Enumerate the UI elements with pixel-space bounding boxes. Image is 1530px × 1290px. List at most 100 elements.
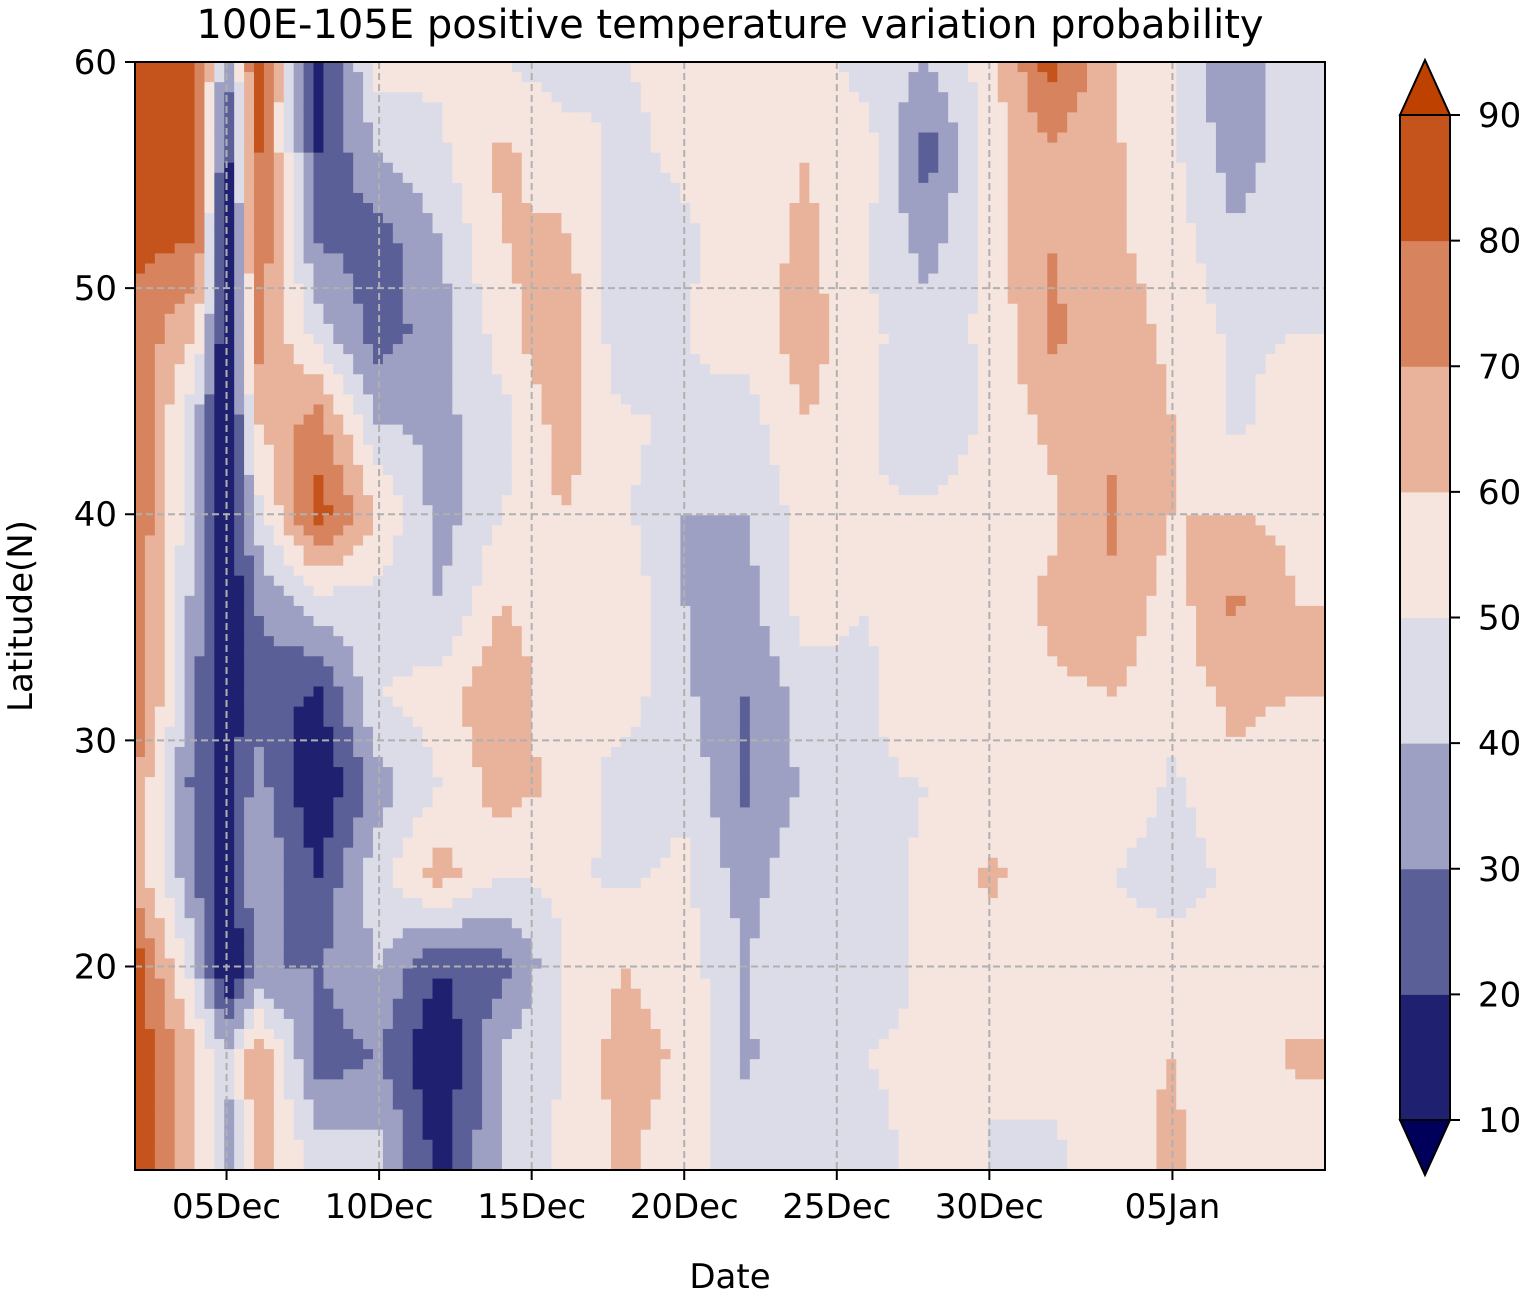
- contour-cell: [690, 192, 701, 204]
- contour-cell: [878, 293, 890, 305]
- contour-cell: [1096, 223, 1108, 234]
- contour-cell: [1225, 364, 1237, 375]
- contour-cell: [720, 283, 731, 295]
- contour-cell: [1007, 303, 1019, 315]
- contour-cell: [878, 92, 890, 103]
- contour-cell: [650, 162, 662, 174]
- contour-cell: [640, 182, 652, 194]
- contour-cell: [1255, 213, 1267, 224]
- contour-cell: [868, 162, 880, 174]
- contour-cell: [462, 92, 473, 103]
- contour-cell: [601, 142, 612, 154]
- contour-cell: [1315, 394, 1325, 406]
- contour-cell: [987, 374, 999, 385]
- contour-cell: [293, 72, 305, 83]
- contour-cell: [739, 434, 751, 446]
- contour-cell: [799, 152, 810, 164]
- contour-cell: [958, 122, 969, 134]
- contour-cell: [968, 374, 979, 385]
- contour-cell: [1156, 102, 1167, 113]
- contour-cell: [323, 243, 334, 254]
- contour-cell: [501, 142, 513, 154]
- contour-cell: [1275, 62, 1286, 73]
- contour-cell: [571, 62, 582, 73]
- contour-cell: [620, 213, 632, 224]
- contour-cell: [948, 182, 959, 194]
- contour-cell: [601, 112, 612, 124]
- contour-cell: [174, 474, 186, 486]
- contour-cell: [987, 404, 999, 416]
- contour-cell: [660, 213, 672, 224]
- contour-cell: [759, 384, 771, 395]
- contour-cell: [938, 444, 949, 456]
- contour-cell: [650, 464, 662, 476]
- contour-cell: [839, 344, 850, 355]
- contour-cell: [640, 313, 652, 325]
- contour-cell: [154, 253, 166, 265]
- contour-cell: [1146, 82, 1158, 93]
- contour-cell: [868, 404, 880, 416]
- contour-cell: [829, 182, 840, 194]
- contour-cell: [868, 112, 880, 124]
- contour-cell: [829, 112, 840, 124]
- contour-cell: [680, 323, 691, 335]
- contour-cell: [601, 474, 612, 486]
- contour-cell: [1196, 62, 1207, 73]
- contour-cell: [521, 233, 533, 244]
- contour-cell: [997, 102, 1009, 113]
- contour-cell: [1235, 122, 1247, 134]
- contour-cell: [283, 313, 295, 325]
- contour-cell: [263, 142, 275, 154]
- contour-cell: [1057, 192, 1068, 204]
- contour-cell: [1215, 323, 1227, 335]
- contour-cell: [561, 253, 572, 265]
- contour-cell: [234, 323, 245, 335]
- contour-cell: [174, 92, 186, 103]
- contour-cell: [402, 263, 414, 275]
- contour-cell: [581, 333, 592, 345]
- contour-cell: [343, 364, 354, 375]
- contour-cell: [1047, 333, 1058, 345]
- contour-cell: [144, 243, 156, 254]
- contour-cell: [244, 303, 255, 315]
- contour-cell: [144, 213, 156, 224]
- contour-cell: [194, 283, 206, 295]
- contour-cell: [908, 142, 920, 154]
- contour-cell: [363, 203, 374, 214]
- contour-cell: [521, 303, 533, 315]
- contour-cell: [849, 444, 860, 456]
- contour-cell: [640, 263, 652, 275]
- contour-cell: [363, 182, 374, 194]
- contour-cell: [888, 384, 900, 395]
- contour-cell: [254, 303, 265, 315]
- contour-cell: [1255, 243, 1267, 254]
- contour-cell: [1186, 394, 1197, 406]
- contour-cell: [1275, 82, 1286, 93]
- contour-cell: [1245, 313, 1257, 325]
- contour-cell: [492, 142, 503, 154]
- contour-cell: [531, 303, 543, 315]
- contour-cell: [234, 434, 245, 446]
- contour-cell: [254, 72, 265, 83]
- contour-cell: [1275, 404, 1286, 416]
- contour-cell: [511, 283, 523, 295]
- contour-cell: [987, 223, 999, 234]
- contour-cell: [254, 233, 265, 244]
- contour-cell: [333, 434, 344, 446]
- contour-cell: [601, 384, 612, 395]
- contour-cell: [234, 414, 245, 426]
- contour-cell: [184, 273, 196, 285]
- contour-cell: [571, 364, 582, 375]
- contour-cell: [343, 273, 354, 285]
- contour-cell: [958, 253, 969, 265]
- contour-cell: [323, 323, 334, 335]
- contour-cell: [254, 263, 265, 275]
- contour-cell: [908, 122, 920, 134]
- contour-cell: [739, 243, 751, 254]
- contour-cell: [263, 182, 275, 194]
- contour-cell: [938, 142, 949, 154]
- contour-cell: [789, 293, 801, 305]
- contour-cell: [442, 303, 453, 315]
- contour-cell: [1245, 434, 1257, 446]
- contour-cell: [650, 474, 662, 486]
